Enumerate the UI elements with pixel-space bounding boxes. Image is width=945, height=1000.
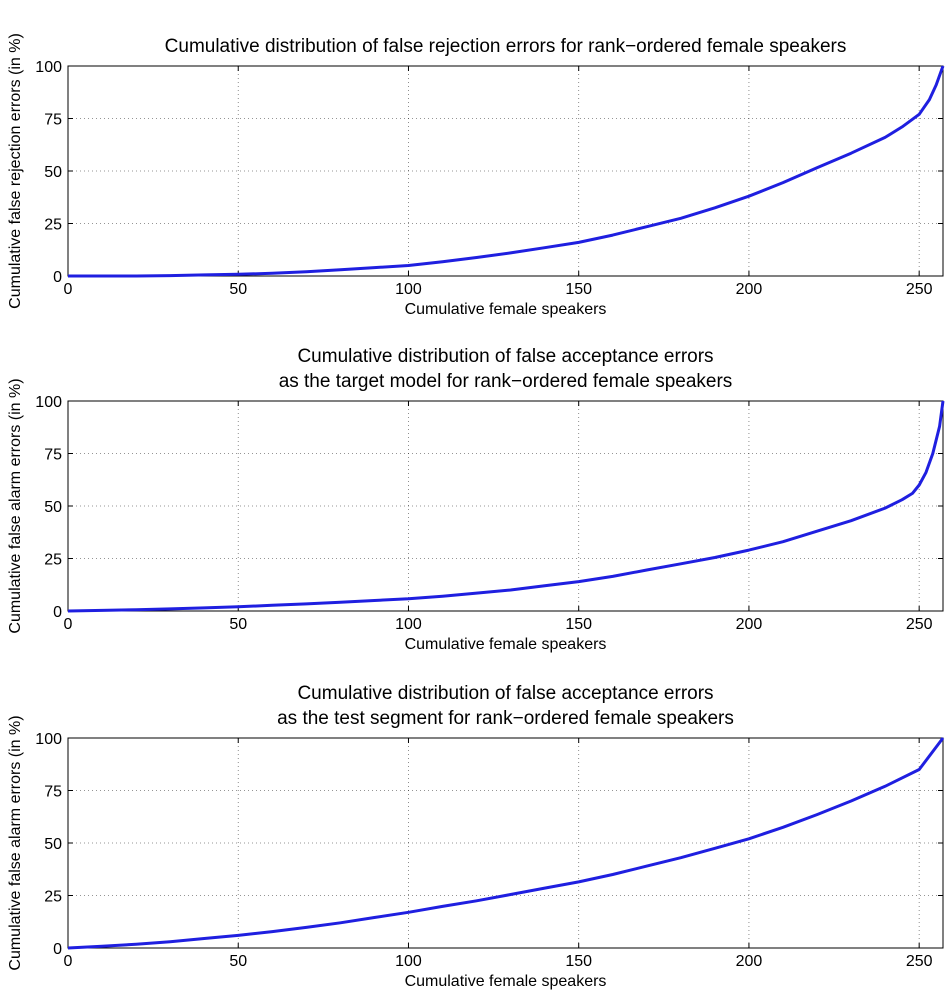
chart-panel-2: 0 50 100 150 200 250 0 25 50 75 100 Cumulative dist… bbox=[7, 346, 945, 653]
y-tick-label: 75 bbox=[44, 112, 62, 129]
x-tick-label: 200 bbox=[736, 953, 763, 970]
x-axis-label: Cumulative female speakers bbox=[405, 301, 607, 318]
data-series-line bbox=[67, 737, 945, 950]
data-series-line bbox=[68, 65, 945, 278]
x-axis-label: Cumulative female speakers bbox=[405, 636, 607, 653]
y-tick-label: 100 bbox=[35, 731, 62, 748]
chart-panel-1: 0 50 100 150 200 250 0 25 50 75 100 Cumulative dist… bbox=[7, 33, 945, 318]
x-tick-label: 100 bbox=[395, 953, 422, 970]
x-tick-label: 250 bbox=[906, 616, 933, 633]
chart-panel-3: 0 50 100 150 200 250 0 25 50 75 100 Cumulative dist… bbox=[7, 683, 945, 990]
y-tick-label: 100 bbox=[35, 59, 62, 76]
y-tick-label: 0 bbox=[53, 269, 62, 286]
x-tick-label: 50 bbox=[229, 953, 247, 970]
y-tick-label: 25 bbox=[44, 217, 62, 234]
plot-area bbox=[67, 737, 944, 949]
chart-title: Cumulative distribution of false accepta… bbox=[297, 683, 713, 704]
x-tick-label: 250 bbox=[906, 281, 933, 298]
x-tick-label: 50 bbox=[229, 616, 247, 633]
chart-title: Cumulative distribution of false accepta… bbox=[297, 346, 713, 367]
y-tick-label: 25 bbox=[44, 889, 62, 906]
x-tick-label: 100 bbox=[395, 616, 422, 633]
plot-area bbox=[67, 65, 944, 277]
plot-area bbox=[67, 400, 944, 612]
x-tick-label: 250 bbox=[906, 953, 933, 970]
y-tick-label: 0 bbox=[53, 941, 62, 958]
x-tick-label: 100 bbox=[395, 281, 422, 298]
y-tick-label: 25 bbox=[44, 552, 62, 569]
x-tick-label: 150 bbox=[565, 953, 592, 970]
y-tick-label: 50 bbox=[44, 499, 62, 516]
x-tick-label: 0 bbox=[64, 281, 73, 298]
y-tick-label: 50 bbox=[44, 836, 62, 853]
x-tick-label: 0 bbox=[64, 953, 73, 970]
y-tick-label: 0 bbox=[53, 604, 62, 621]
y-tick-label: 75 bbox=[44, 447, 62, 464]
y-axis-label: Cumulative false rejection errors (in %) bbox=[7, 33, 24, 309]
x-tick-label: 150 bbox=[565, 616, 592, 633]
y-tick-label: 100 bbox=[35, 394, 62, 411]
y-tick-label: 50 bbox=[44, 164, 62, 181]
x-tick-label: 200 bbox=[736, 281, 763, 298]
y-axis-label: Cumulative false alarm errors (in %) bbox=[7, 715, 24, 970]
x-axis-label: Cumulative female speakers bbox=[405, 973, 607, 990]
chart-title: Cumulative distribution of false rejecti… bbox=[165, 36, 847, 57]
chart-title: as the target model for rank−ordered fem… bbox=[279, 371, 733, 392]
x-tick-label: 0 bbox=[64, 616, 73, 633]
y-axis-label: Cumulative false alarm errors (in %) bbox=[7, 378, 24, 633]
data-series-line bbox=[67, 400, 945, 613]
x-tick-label: 150 bbox=[565, 281, 592, 298]
y-tick-label: 75 bbox=[44, 784, 62, 801]
chart-title: as the test segment for rank−ordered fem… bbox=[277, 708, 734, 729]
x-tick-label: 50 bbox=[229, 281, 247, 298]
x-tick-label: 200 bbox=[736, 616, 763, 633]
